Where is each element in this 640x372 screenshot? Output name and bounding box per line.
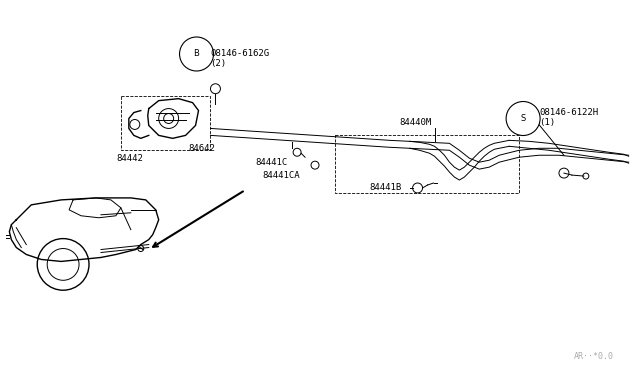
Text: 84441B: 84441B <box>370 183 402 192</box>
Bar <box>121 96 211 150</box>
Text: 84442: 84442 <box>116 154 143 163</box>
Text: S: S <box>520 114 525 123</box>
Text: (1): (1) <box>539 118 555 127</box>
Text: 84642: 84642 <box>189 144 216 153</box>
Text: 84441C: 84441C <box>255 158 287 167</box>
Text: 84440M: 84440M <box>399 118 432 127</box>
Text: AR··*0.0: AR··*0.0 <box>574 352 614 361</box>
Text: 84441CA: 84441CA <box>262 171 300 180</box>
Text: B: B <box>194 49 200 58</box>
Text: (2): (2) <box>211 60 227 68</box>
Text: 08146-6162G: 08146-6162G <box>211 49 269 58</box>
Bar <box>335 135 519 193</box>
Text: 08146-6122H: 08146-6122H <box>539 108 598 117</box>
